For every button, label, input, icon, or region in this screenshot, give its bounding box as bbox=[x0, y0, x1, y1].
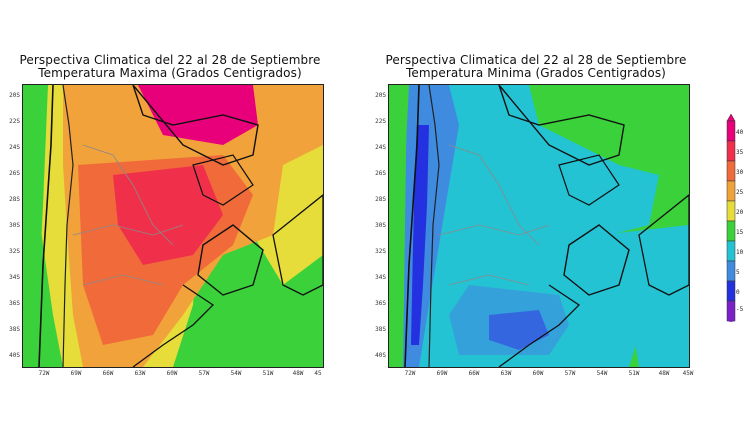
min-lon-tick: 72W bbox=[404, 370, 416, 377]
legend-color-swatch bbox=[726, 200, 736, 222]
min-lat-tick: 22S bbox=[375, 118, 386, 125]
legend-label: 30 bbox=[736, 169, 744, 176]
min-lon-tick: 48W bbox=[658, 370, 670, 377]
legend-label: -5 bbox=[736, 306, 744, 313]
max-lon-tick: 48W bbox=[292, 370, 304, 377]
min-lon-tick: 51W bbox=[628, 370, 640, 377]
max-lat-tick: 24S bbox=[9, 144, 20, 151]
max-lat-tick: 22S bbox=[9, 118, 20, 125]
min-lat-tick: 38S bbox=[375, 326, 386, 333]
min-lat-tick: 34S bbox=[375, 274, 386, 281]
max-lon-tick: 63W bbox=[134, 370, 146, 377]
min-lat-tick: 26S bbox=[375, 170, 386, 177]
min-lon-tick: 57W bbox=[564, 370, 576, 377]
max-map-subtitle: Temperatura Maxima (Grados Centigrados) bbox=[38, 66, 302, 80]
max-temperature-map bbox=[22, 84, 324, 368]
legend-color-swatch bbox=[726, 240, 736, 262]
max-lat-tick: 38S bbox=[9, 326, 20, 333]
min-lon-tick: 69W bbox=[436, 370, 448, 377]
min-lat-tick: 36S bbox=[375, 300, 386, 307]
min-lat-tick: 24S bbox=[375, 144, 386, 151]
legend-color-swatch bbox=[726, 300, 736, 322]
legend-color-swatch bbox=[726, 160, 736, 182]
max-lon-tick: 66W bbox=[102, 370, 114, 377]
legend-cap-bottom bbox=[727, 321, 735, 322]
min-lon-tick: 45W bbox=[682, 370, 694, 377]
max-map-title: Perspectiva Climatica del 22 al 28 de Se… bbox=[19, 53, 321, 67]
max-lat-tick: 40S bbox=[9, 352, 20, 359]
min-lat-tick: 28S bbox=[375, 196, 386, 203]
max-lat-tick: 32S bbox=[9, 248, 20, 255]
legend-label: 10 bbox=[736, 249, 744, 256]
max-lon-tick: 54W bbox=[230, 370, 242, 377]
legend-label: 25 bbox=[736, 189, 744, 196]
legend-colorbar bbox=[726, 113, 736, 322]
max-temperature-field bbox=[23, 85, 323, 367]
legend-label: 40 bbox=[736, 129, 744, 136]
max-lat-tick: 20S bbox=[9, 92, 20, 99]
min-lat-tick: 20S bbox=[375, 92, 386, 99]
max-lon-tick: 72W bbox=[38, 370, 50, 377]
min-lon-tick: 60W bbox=[532, 370, 544, 377]
min-temperature-map-panel: Perspectiva Climatica del 22 al 28 de Se… bbox=[366, 0, 706, 400]
max-lat-tick: 30S bbox=[9, 222, 20, 229]
max-map-title-block: Perspectiva Climatica del 22 al 28 de Se… bbox=[0, 54, 340, 80]
min-lat-tick: 30S bbox=[375, 222, 386, 229]
legend-color-swatch bbox=[726, 180, 736, 202]
max-lon-tick: 69W bbox=[70, 370, 82, 377]
min-lat-tick: 32S bbox=[375, 248, 386, 255]
min-map-title-block: Perspectiva Climatica del 22 al 28 de Se… bbox=[366, 54, 706, 80]
legend-label: 15 bbox=[736, 229, 744, 236]
max-lon-tick: 51W bbox=[262, 370, 274, 377]
legend-color-swatch bbox=[726, 220, 736, 242]
min-lat-tick: 40S bbox=[375, 352, 386, 359]
max-lon-tick: 45 bbox=[314, 370, 322, 377]
max-lat-tick: 26S bbox=[9, 170, 20, 177]
legend-color-swatch bbox=[726, 280, 736, 302]
max-temperature-map-panel: Perspectiva Climatica del 22 al 28 de Se… bbox=[0, 0, 340, 400]
legend-color-swatch bbox=[726, 140, 736, 162]
max-lat-tick: 28S bbox=[9, 196, 20, 203]
legend-cap-top bbox=[726, 113, 736, 122]
max-lat-tick: 34S bbox=[9, 274, 20, 281]
legend-color-swatch bbox=[726, 120, 736, 142]
max-lat-tick: 36S bbox=[9, 300, 20, 307]
min-map-subtitle: Temperatura Minima (Grados Centigrados) bbox=[406, 66, 666, 80]
min-temperature-field bbox=[389, 85, 689, 367]
min-map-title: Perspectiva Climatica del 22 al 28 de Se… bbox=[385, 53, 687, 67]
legend-label: 5 bbox=[736, 269, 740, 276]
max-lon-tick: 60W bbox=[166, 370, 178, 377]
legend-color-swatch bbox=[726, 260, 736, 282]
min-lon-tick: 63W bbox=[500, 370, 512, 377]
legend-label: 0 bbox=[736, 289, 740, 296]
legend-label: 20 bbox=[736, 209, 744, 216]
legend-label: 35 bbox=[736, 149, 744, 156]
min-temperature-map bbox=[388, 84, 690, 368]
min-lon-tick: 66W bbox=[468, 370, 480, 377]
temperature-color-legend: 40 35 30 25 20 15 10 5 0 -5 bbox=[726, 113, 750, 323]
max-lon-tick: 57W bbox=[198, 370, 210, 377]
min-lon-tick: 54W bbox=[596, 370, 608, 377]
